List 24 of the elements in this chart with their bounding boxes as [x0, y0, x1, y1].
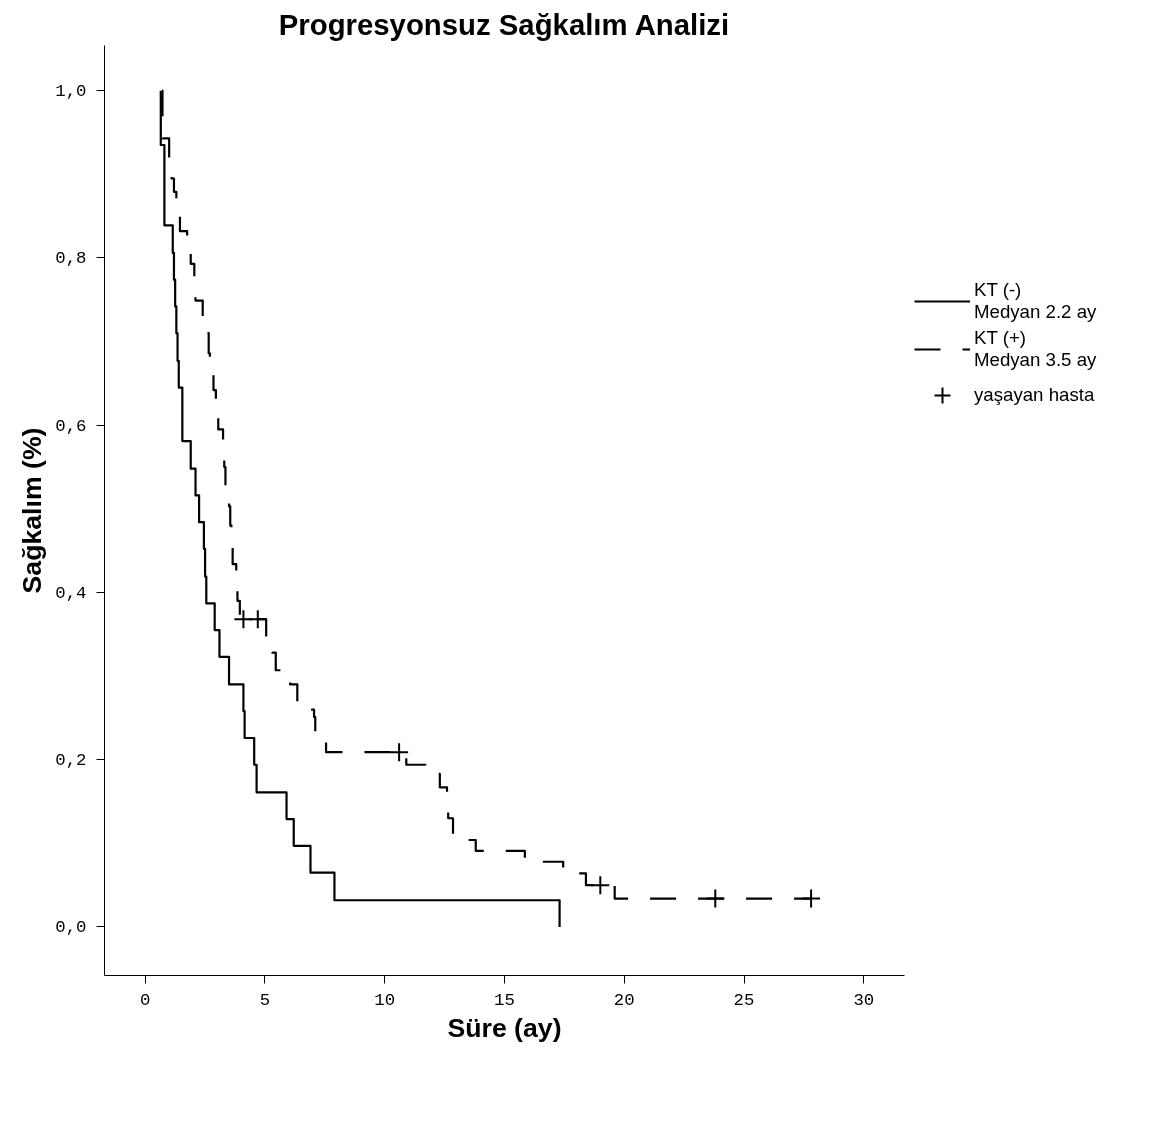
- point: [590, 875, 611, 896]
- x-tick-label: 20: [613, 990, 635, 1010]
- x-tick-label: 10: [374, 990, 396, 1010]
- legend-label: yaşayan hasta: [974, 384, 1095, 406]
- y-tick-label: 1,0: [55, 82, 87, 102]
- x-tick-label: 25: [733, 990, 755, 1010]
- x-tick-label: 0: [140, 990, 151, 1010]
- x-tick-label: 15: [494, 990, 515, 1010]
- y-tick-label: 0,2: [55, 751, 87, 771]
- y-tick-label: 0,4: [55, 583, 87, 603]
- legend-label: KT (+) Medyan 3.5 ay: [974, 327, 1097, 371]
- y-axis-title: Sağkalım (%): [17, 427, 48, 594]
- x-tick-label: 30: [853, 990, 875, 1010]
- y-tick-label: 0,0: [55, 918, 87, 938]
- point: [801, 888, 822, 909]
- chart-title: Progresyonsuz Sağkalım Analizi: [278, 7, 730, 41]
- legend-label: KT (-) Medyan 2.2 ay: [974, 279, 1097, 323]
- y-tick-label: 0,8: [55, 249, 87, 269]
- y-tick-label: 0,6: [55, 416, 87, 436]
- x-axis-title: Süre (ay): [447, 1012, 562, 1043]
- x-tick-label: 5: [259, 990, 271, 1010]
- point: [389, 742, 410, 763]
- point: [705, 888, 726, 909]
- point: [247, 609, 268, 630]
